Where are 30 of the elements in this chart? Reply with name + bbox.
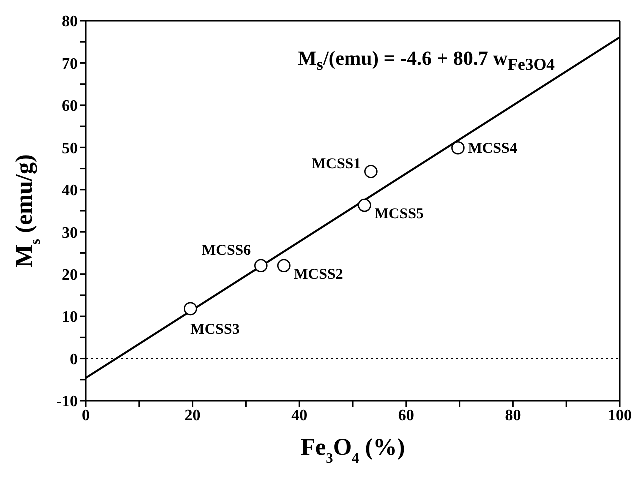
y-tick-label: 0 xyxy=(70,351,78,368)
point xyxy=(277,259,291,273)
x-tick-label: 40 xyxy=(292,407,308,424)
x-axis-title: Fe$_{3}$O$_{4}$ (%) xyxy=(300,435,406,467)
point xyxy=(358,198,372,212)
annotation: M$_{s}$/(emu) = -4.6 + 80.7 w$_{Fe3O4}$ xyxy=(298,48,555,75)
point xyxy=(364,165,378,178)
y-tick-label: 50 xyxy=(62,140,78,158)
point xyxy=(452,141,465,155)
annotation: MCSS6 xyxy=(202,243,252,260)
annotation: MCSS5 xyxy=(374,206,424,223)
x-tick-label: 0 xyxy=(82,407,90,424)
annotation: MCSS1 xyxy=(312,157,362,174)
y-tick-label: -10 xyxy=(56,394,78,411)
y-tick-label: 30 xyxy=(62,224,78,242)
x-tick-label: 60 xyxy=(398,407,414,424)
annotation: MCSS2 xyxy=(294,267,344,284)
y-tick-label: 10 xyxy=(62,309,78,326)
y-tick-label: 70 xyxy=(62,56,78,73)
x-tick-label: 80 xyxy=(505,407,522,424)
y-tick-label: 20 xyxy=(62,267,78,284)
point xyxy=(184,302,198,316)
y-tick-label: 40 xyxy=(62,182,78,200)
y-tick-label: 80 xyxy=(62,14,78,31)
annotation: MCSS3 xyxy=(190,322,240,338)
point xyxy=(254,259,268,273)
annotation: MCSS4 xyxy=(468,142,518,158)
x-tick-label: 20 xyxy=(184,407,201,424)
x-tick-label: 100 xyxy=(608,407,632,424)
y-tick-label: 60 xyxy=(62,98,78,116)
